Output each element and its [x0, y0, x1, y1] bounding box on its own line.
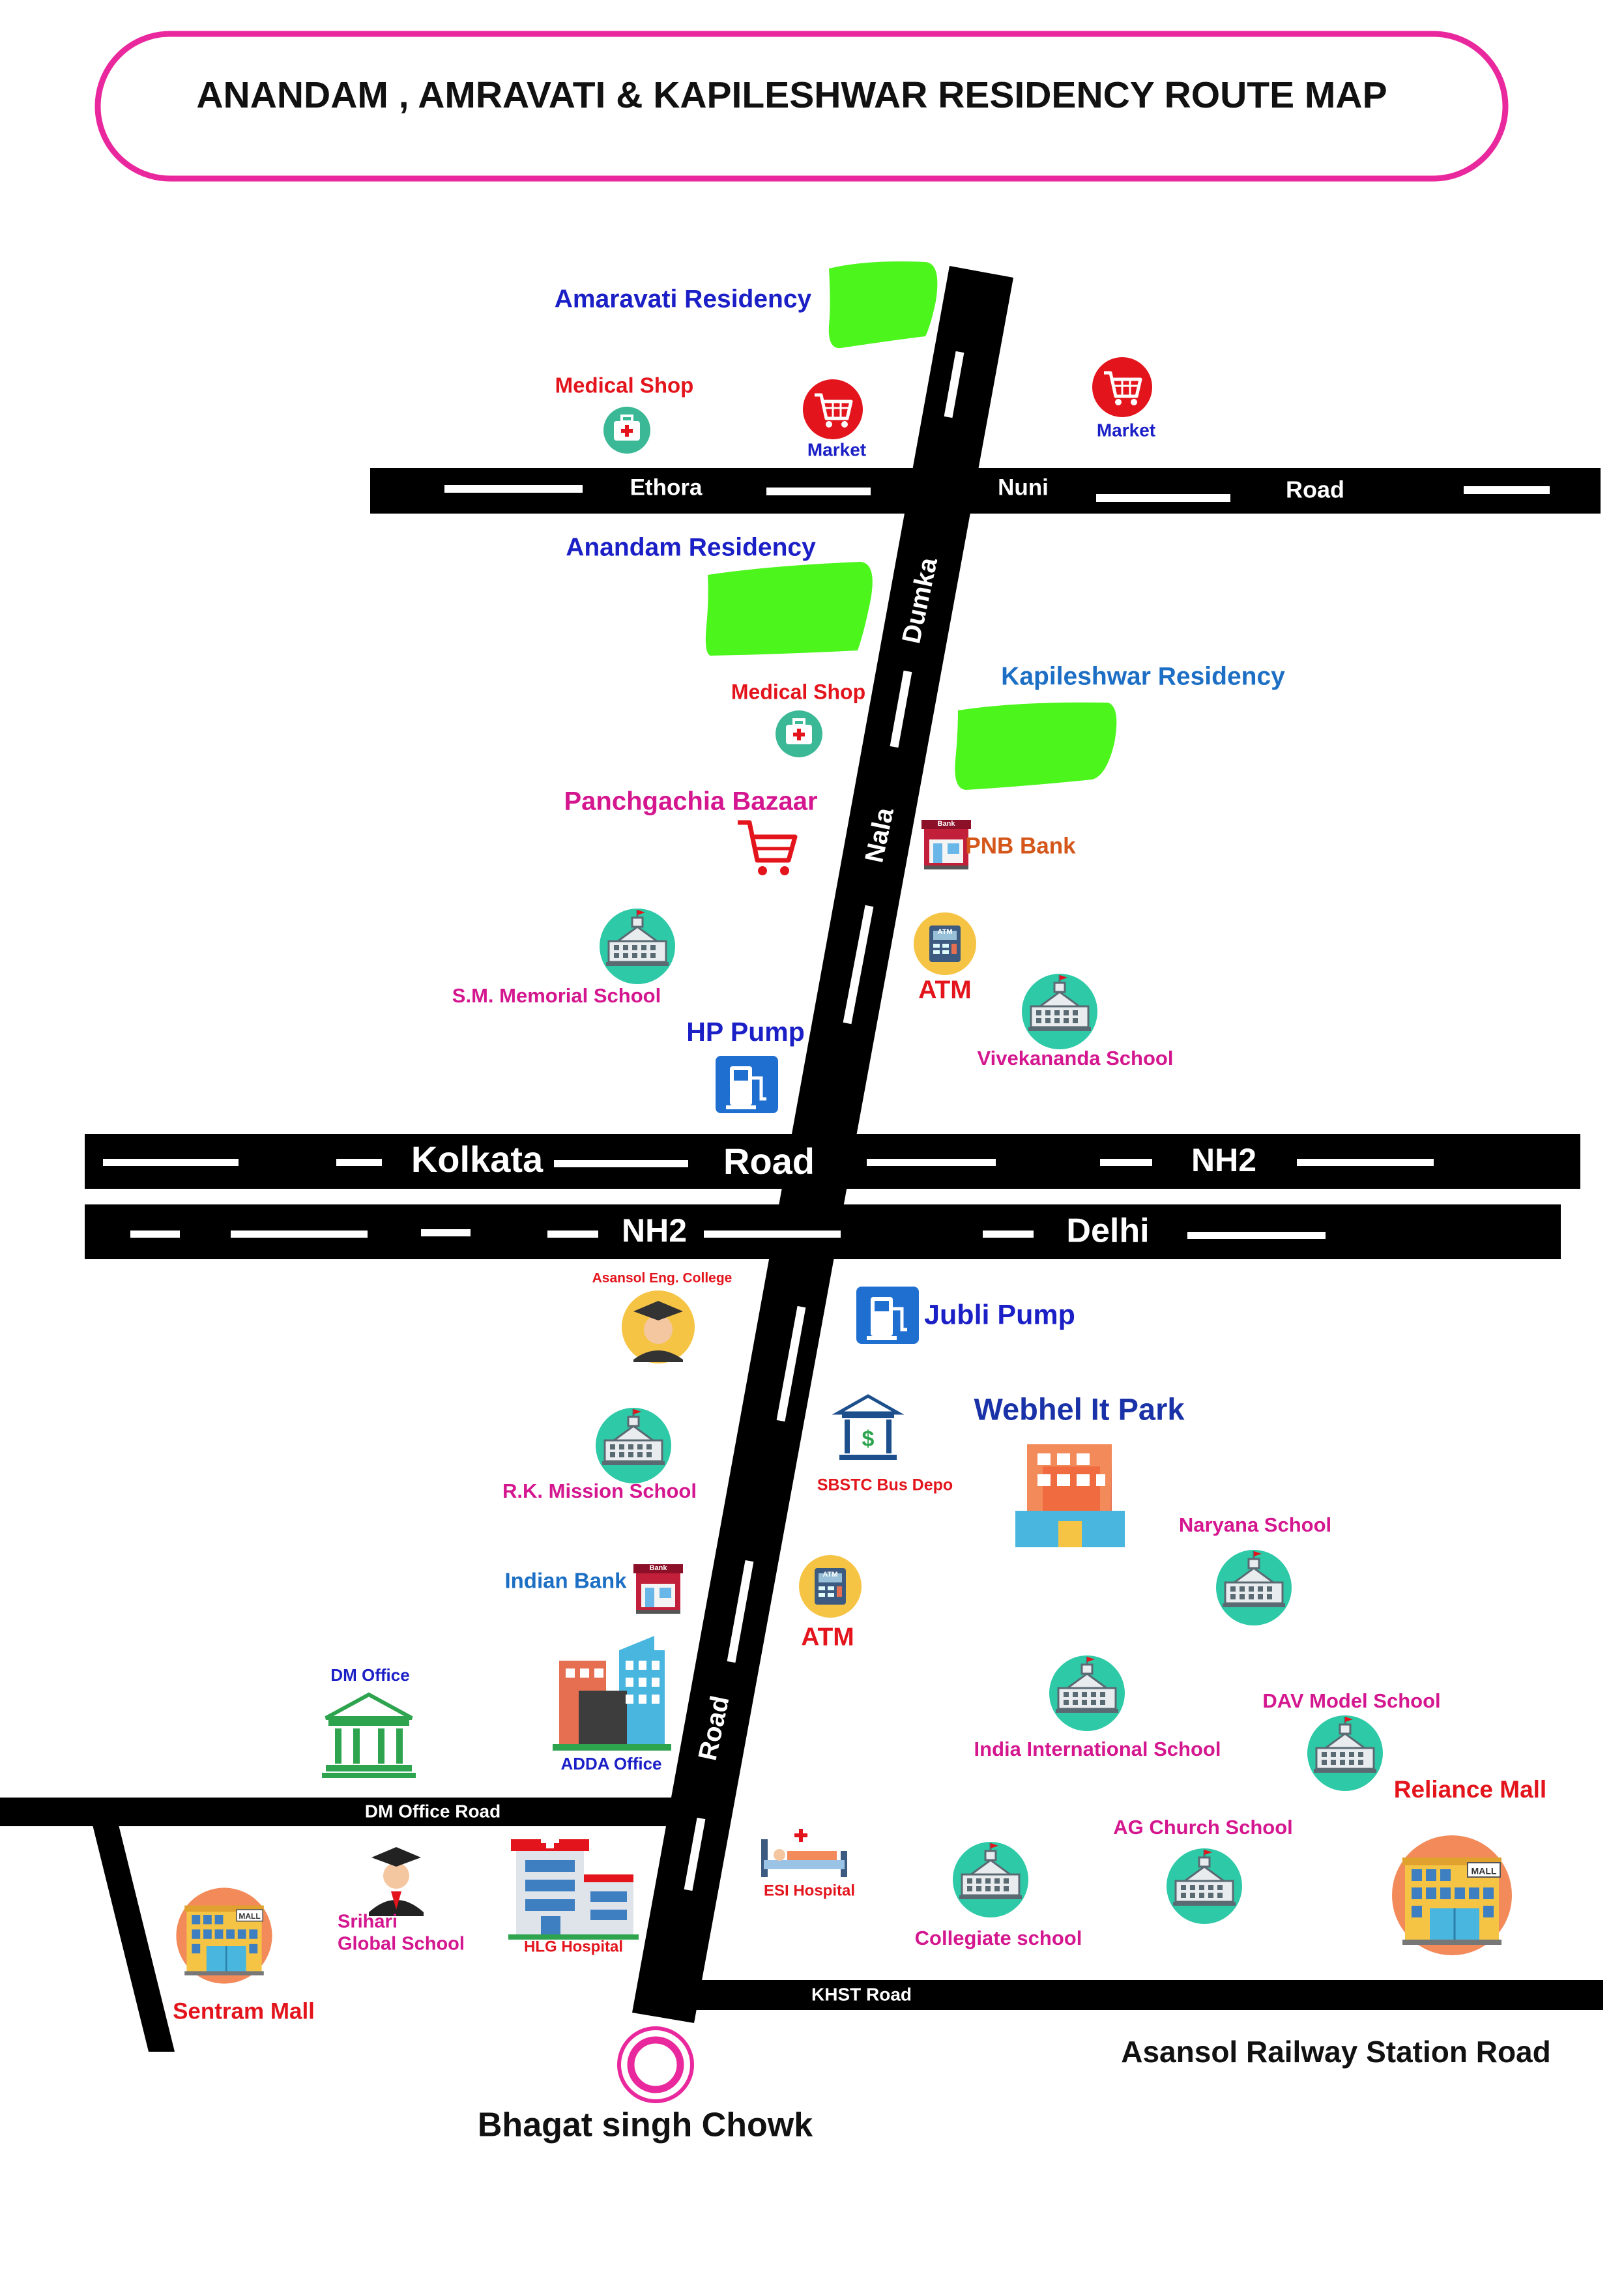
title-frame	[94, 31, 1509, 182]
dm-office-road	[0, 1798, 691, 1826]
market-2-label: Market	[1097, 420, 1155, 440]
esi-hospital-label: ESI Hospital	[764, 1882, 855, 1899]
amaravati-residency-area-icon[interactable]	[828, 261, 938, 349]
school-icon	[1048, 1654, 1126, 1732]
sentram-mall-label: Sentram Mall	[173, 1998, 315, 2024]
asansol-eng-college-label: Asansol Eng. College	[592, 1271, 732, 1286]
shopping-cart-icon	[803, 379, 863, 439]
medical-shop-1-label: Medical Shop	[555, 373, 694, 398]
road-label-kolkata: Kolkata	[411, 1139, 544, 1180]
fuel-pump-icon	[716, 1056, 778, 1113]
office-tower-icon	[553, 1636, 671, 1751]
indian-bank-label: Indian Bank	[504, 1569, 627, 1593]
road-label-road-mid: Road	[723, 1141, 815, 1182]
sm-memorial-school-label: S.M. Memorial School	[452, 984, 661, 1007]
shopping-cart-icon	[738, 820, 798, 875]
sentram-road	[93, 1825, 175, 2052]
dollar-sign-text: $	[862, 1427, 875, 1451]
rk-mission-school-label: R.K. Mission School	[502, 1479, 697, 1502]
hospital-bed-icon	[761, 1829, 847, 1877]
hospital-icon	[508, 1830, 639, 1940]
amaravati-residency-label[interactable]: Amaravati Residency	[555, 285, 812, 313]
srihari-global-school-label-line1: Srihari	[338, 1912, 398, 1932]
collegiate-school-label: Collegiate school	[915, 1927, 1082, 1949]
bhagat-singh-chowk-label: Bhagat singh Chowk	[478, 2106, 813, 2144]
medical-shop-2-label: Medical Shop	[731, 680, 865, 703]
kapileshwar-residency-area-icon[interactable]	[955, 702, 1117, 790]
adda-office-label: ADDA Office	[560, 1754, 661, 1773]
graduate-icon	[622, 1290, 695, 1363]
atm-2-label: ATM	[801, 1623, 854, 1651]
naryana-school-label: Naryana School	[1179, 1513, 1331, 1536]
road-label-nuni: Nuni	[998, 474, 1049, 500]
atm-icon	[799, 1555, 862, 1618]
anandam-residency-label[interactable]: Anandam Residency	[566, 533, 816, 561]
graduate-icon	[369, 1847, 424, 1916]
medical-kit-icon	[774, 709, 824, 759]
vivekananda-school-label: Vivekananda School	[978, 1047, 1174, 1070]
shopping-cart-icon	[1092, 357, 1152, 417]
pnb-bank-label: PNB Bank	[965, 833, 1076, 858]
hp-pump-label: HP Pump	[686, 1017, 805, 1047]
school-icon	[594, 1406, 673, 1485]
srihari-global-school-label-line2: Global School	[338, 1934, 465, 1955]
anandam-residency-area-icon[interactable]	[705, 562, 873, 656]
reliance-mall-label: Reliance Mall	[1394, 1776, 1546, 1803]
road-label-road-top: Road	[1286, 476, 1344, 503]
mall-icon	[175, 1887, 273, 1985]
school-icon	[598, 907, 676, 985]
kapileshwar-residency-label[interactable]: Kapileshwar Residency	[1001, 662, 1285, 690]
atm-sign-text: ATM	[937, 928, 952, 936]
road-label-nh2-lower: NH2	[622, 1212, 687, 1249]
sbstc-bus-depo-label: SBSTC Bus Depo	[817, 1476, 953, 1494]
office-block-icon	[1015, 1444, 1125, 1547]
atm-1-label: ATM	[918, 976, 972, 1004]
school-icon	[1215, 1549, 1293, 1627]
medical-kit-icon	[602, 405, 652, 455]
road-network	[0, 266, 1603, 2052]
market-1-label: Market	[807, 439, 866, 459]
road-label-ethora: Ethora	[630, 474, 703, 500]
government-building-icon	[322, 1692, 416, 1778]
mall-sign-text: MALL	[1472, 1866, 1497, 1876]
ag-church-school-label: AG Church School	[1113, 1816, 1293, 1839]
panchgachia-bazaar-label: Panchgachia Bazaar	[564, 787, 817, 816]
hlg-hospital-label: HLG Hospital	[524, 1938, 623, 1955]
atm-icon	[914, 912, 976, 975]
school-icon	[1165, 1847, 1243, 1925]
road-label-dm-office-road: DM Office Road	[365, 1801, 500, 1821]
school-icon	[951, 1841, 1030, 1919]
school-icon	[1021, 972, 1099, 1051]
mall-icon	[1391, 1834, 1513, 1957]
bank-building-icon: $	[832, 1394, 905, 1460]
school-icon	[1306, 1714, 1384, 1792]
roundabout-icon	[617, 2026, 694, 2103]
jubli-pump-label: Jubli Pump	[924, 1299, 1075, 1330]
bank-sign-text: Bank	[938, 820, 956, 828]
fuel-pump-icon	[856, 1287, 919, 1344]
webhel-it-park-label: Webhel It Park	[974, 1391, 1185, 1426]
road-label-khst-road: KHST Road	[811, 1984, 912, 2004]
atm-sign-text: ATM	[822, 1571, 837, 1579]
road-label-asansol-station-road: Asansol Railway Station Road	[1121, 2035, 1550, 2069]
india-international-school-label: India International School	[974, 1738, 1221, 1760]
dav-model-school-label: DAV Model School	[1262, 1689, 1440, 1712]
road-label-delhi: Delhi	[1066, 1212, 1149, 1250]
mall-sign-text: MALL	[239, 1912, 260, 1921]
bank-sign-text: Bank	[650, 1564, 668, 1572]
page-title: ANANDAM , AMRAVATI & KAPILESHWAR RESIDEN…	[196, 74, 1387, 116]
dm-office-label: DM Office	[330, 1665, 409, 1685]
khst-road	[644, 1980, 1603, 2010]
road-label-nh2-upper: NH2	[1191, 1142, 1256, 1178]
